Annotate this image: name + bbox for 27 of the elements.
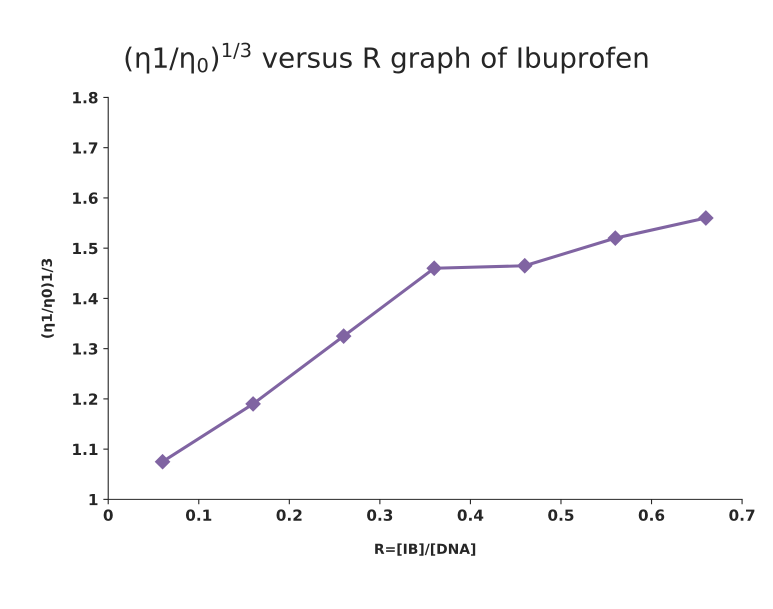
y-tick-label: 1.3 [73,343,98,355]
point [426,260,442,276]
point [517,258,532,274]
x-tick-label: 0 [104,509,113,521]
x-tick-label: 0.4 [458,509,484,521]
y-tick-label: 1.8 [73,92,98,104]
point [336,328,352,344]
y-tick-label: 1.5 [73,242,98,254]
y-tick-label: 1.1 [73,444,98,455]
y-tick-label: 1.2 [73,393,98,405]
y-tick-label: 1.7 [73,142,98,154]
x-tick-label: 0.6 [638,509,664,521]
y-tick-label: 1.6 [73,192,98,204]
x-tick-label: 0.7 [729,509,754,521]
point [608,230,623,246]
x-tick-label: 0.5 [548,509,574,521]
x-tick-label: 0.3 [367,509,392,521]
y-axis-title: (η1/η0)1/3 [41,258,55,338]
y-tick-label: 1 [90,494,98,506]
x-tick-label: 0.2 [276,509,302,521]
point [246,396,261,412]
point [698,210,714,226]
x-axis-title: R=[IB]/[DNA] [375,543,476,556]
point [154,454,170,470]
x-tick-label: 0.1 [186,509,212,521]
y-tick-label: 1.4 [73,293,98,304]
chart-title: (η1/η$_{0}$)$^{1/3}$ versus R graph of Ibuprofen [126,42,648,74]
